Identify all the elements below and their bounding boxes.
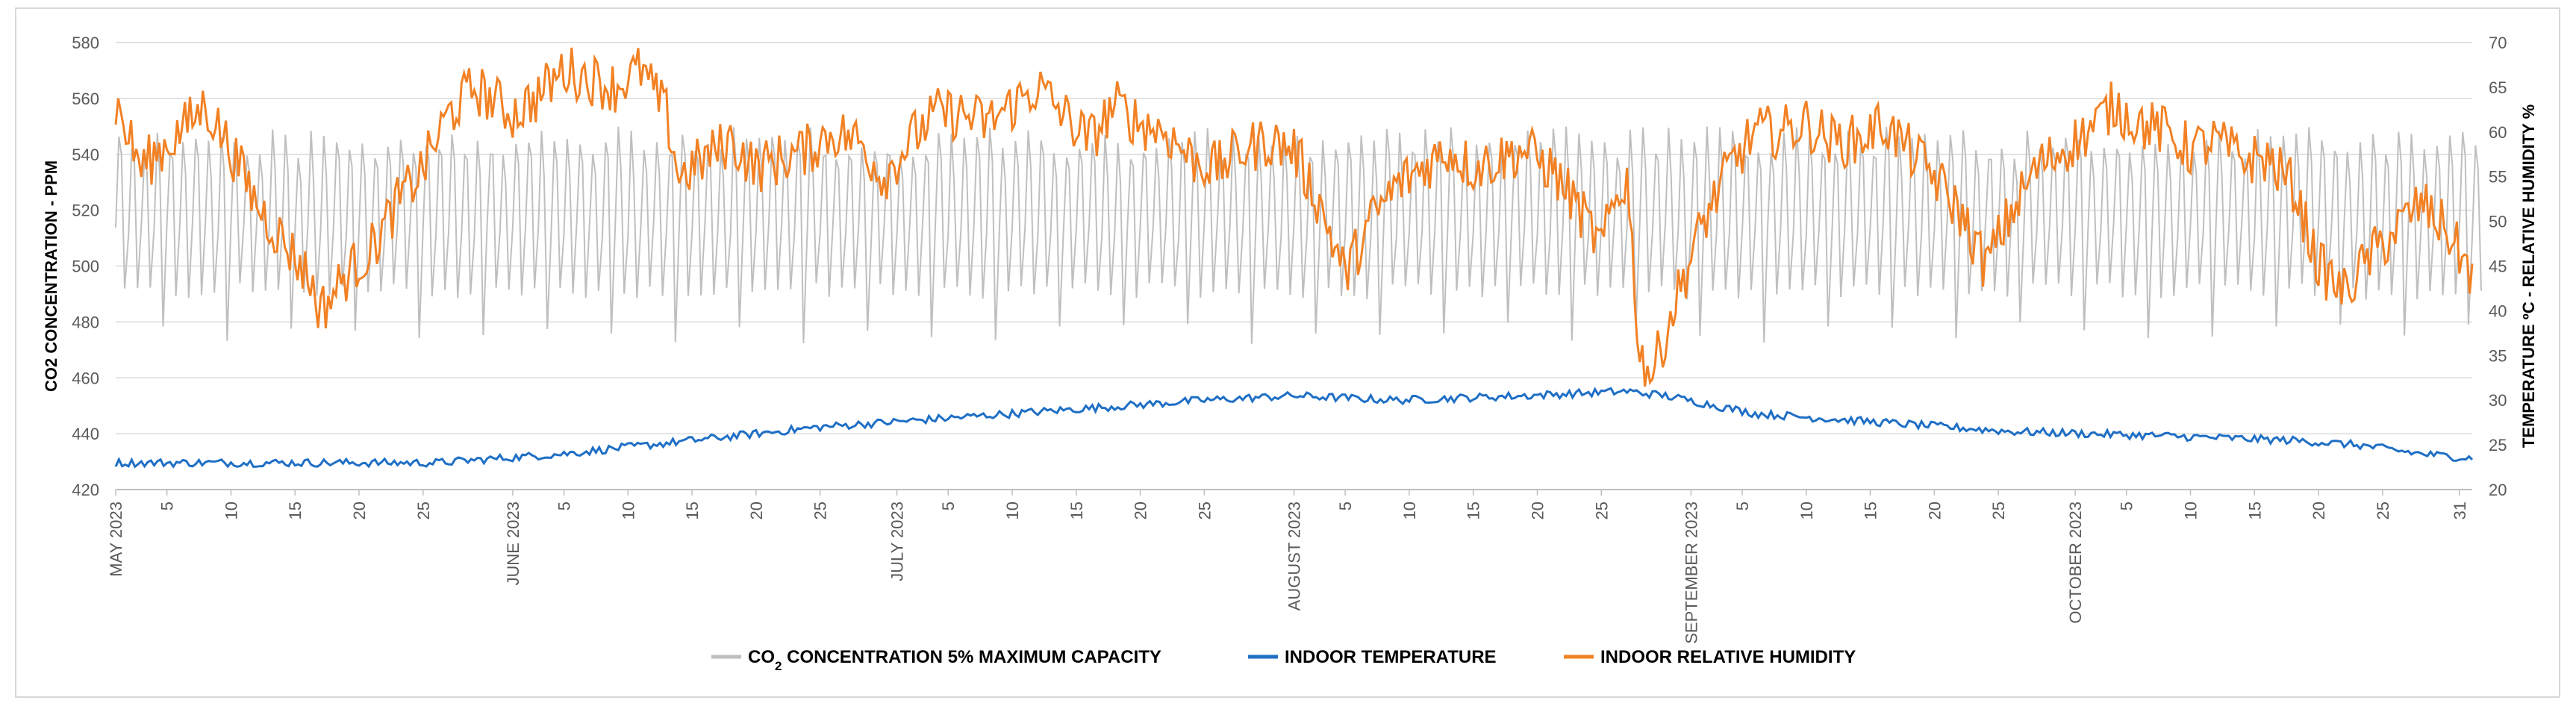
right-axis-ticks: 20 25 30 35 40 45 50 55 60 65 70 [2489, 34, 2507, 499]
left-tick-label: 540 [72, 146, 99, 164]
x-tick-label: 15 [1862, 502, 1880, 519]
right-tick-label: 30 [2489, 391, 2507, 410]
x-tick-label: 20 [1132, 502, 1150, 519]
left-tick-label: 500 [72, 257, 99, 276]
x-tick-label: AUGUST 2023 [1285, 502, 1304, 610]
right-tick-label: 50 [2489, 213, 2507, 231]
x-tick-label: SEPTEMBER 2023 [1682, 502, 1700, 644]
x-tick-label: MAY 2023 [107, 502, 125, 577]
x-tick-label: 10 [2182, 502, 2201, 519]
x-tick-label: 15 [2245, 502, 2264, 519]
x-tick-label: OCTOBER 2023 [2066, 502, 2085, 623]
legend-label-co2: CO2 CONCENTRATION 5% MAXIMUM CAPACITY [748, 647, 1161, 673]
x-tick-label: JUNE 2023 [504, 502, 523, 586]
legend-item-temperature: INDOOR TEMPERATURE [1248, 647, 1497, 667]
left-tick-label: 520 [72, 202, 99, 220]
x-tick-label: 15 [683, 502, 702, 519]
legend-label-temperature: INDOOR TEMPERATURE [1285, 647, 1497, 667]
x-tick-label: 5 [555, 502, 574, 510]
x-tick-label: 20 [2310, 502, 2328, 519]
right-tick-label: 60 [2489, 123, 2507, 142]
right-tick-label: 25 [2489, 436, 2507, 455]
x-tick-label: 20 [747, 502, 766, 519]
left-tick-label: 560 [72, 90, 99, 108]
x-tick-label: 10 [222, 502, 240, 519]
legend-item-humidity: INDOOR RELATIVE HUMIDITY [1564, 647, 1856, 667]
right-tick-label: 45 [2489, 257, 2507, 276]
right-tick-label: 55 [2489, 168, 2507, 187]
x-tick-label: 25 [1989, 502, 2008, 519]
legend-item-co2: CO2 CONCENTRATION 5% MAXIMUM CAPACITY [711, 647, 1161, 673]
legend: CO2 CONCENTRATION 5% MAXIMUM CAPACITY IN… [711, 647, 1856, 673]
x-tick-label: 15 [286, 502, 305, 519]
left-tick-label: 480 [72, 313, 99, 331]
left-tick-label: 420 [72, 481, 99, 499]
x-tick-label: 5 [1336, 502, 1355, 510]
x-tick-label: 20 [1925, 502, 1944, 519]
left-axis-ticks: 420 440 460 480 500 520 540 560 580 [72, 34, 99, 499]
x-tick-label: 25 [1592, 502, 1611, 519]
right-tick-label: 65 [2489, 78, 2507, 97]
right-tick-label: 35 [2489, 346, 2507, 365]
x-tick-label: 5 [939, 502, 958, 510]
x-tick-label: 5 [158, 502, 177, 510]
x-tick-label: 25 [811, 502, 830, 519]
left-tick-label: 580 [72, 34, 99, 52]
x-tick-label: 15 [1067, 502, 1086, 519]
x-tick-label: 31 [2451, 502, 2469, 519]
left-axis-title: CO2 CONCENTRATION - PPM [42, 160, 60, 392]
x-tick-label: 10 [1003, 502, 1022, 519]
legend-label-humidity: INDOOR RELATIVE HUMIDITY [1600, 647, 1856, 667]
x-tick-label: 25 [1195, 502, 1214, 519]
x-tick-label: 5 [2118, 502, 2136, 510]
right-tick-label: 40 [2489, 302, 2507, 320]
x-tick-label: 10 [1400, 502, 1419, 519]
x-tick-label: 25 [2374, 502, 2392, 519]
x-tick-label: JULY 2023 [888, 502, 907, 581]
x-tick-label: 25 [414, 502, 433, 519]
right-tick-label: 70 [2489, 34, 2507, 52]
series-line-humidity [114, 47, 2474, 387]
series-line-temperature [114, 387, 2474, 469]
left-tick-label: 440 [72, 425, 99, 443]
left-tick-label: 460 [72, 369, 99, 387]
series-layer [114, 47, 2482, 469]
right-tick-label: 20 [2489, 481, 2507, 499]
x-tick-label: 20 [350, 502, 369, 519]
x-axis-ticks: MAY 2023 5 10 15 20 25 JUNE 2023 5 10 15 20 25 JULY … [107, 490, 2469, 644]
x-tick-label: 5 [1733, 502, 1752, 510]
x-tick-label: 20 [1528, 502, 1547, 519]
x-tick-label: 15 [1465, 502, 1483, 519]
right-axis-title: TEMPERATURE ºC - RELATIVE HUMIDITY % [2519, 104, 2538, 448]
x-tick-label: 10 [1797, 502, 1816, 519]
x-tick-label: 10 [619, 502, 637, 519]
